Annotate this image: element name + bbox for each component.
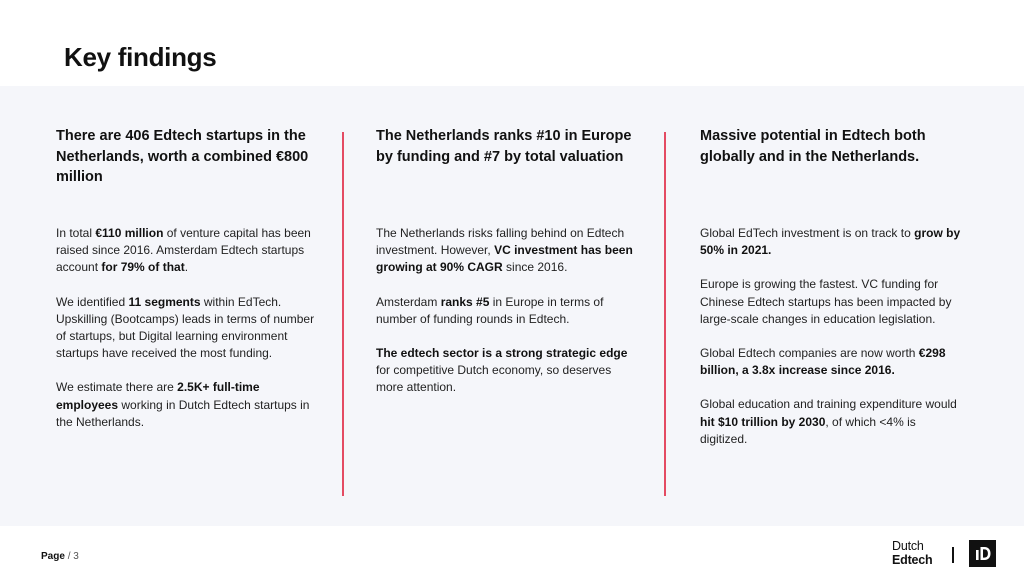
highlight-text: for 79% of that (101, 260, 185, 275)
column-heading: The Netherlands ranks #10 in Europe by f… (376, 128, 632, 165)
body-text: , of which <4% is digitized. (700, 414, 916, 446)
finding-paragraph: Global education and training expenditur… (700, 396, 964, 448)
highlight-text: 2.5K+ full-time employees (56, 380, 260, 412)
dutch-edtech-logo: Dutch Edtech (892, 539, 933, 567)
body-text: . (184, 260, 189, 275)
finding-paragraph: We identified 11 segments within EdTech.… (56, 294, 318, 363)
finding-paragraph: Global Edtech companies are now worth €2… (700, 345, 964, 379)
highlight-text: VC investment has been growing at 90% CA… (376, 243, 633, 275)
body-text: within EdTech. Upskilling (Bootcamps) le… (56, 294, 315, 361)
column-body: Global EdTech investment is on track to … (700, 225, 964, 465)
body-text: We estimate there are (56, 380, 178, 395)
column-heading: Massive potential in Edtech both globall… (700, 128, 926, 165)
column-body: The Netherlands risks falling behind on … (376, 225, 638, 414)
body-text: In total (56, 226, 96, 240)
body-text: Europe is growing the fastest. VC fundin… (700, 277, 952, 326)
logo-line-1: Dutch (892, 539, 924, 553)
content-panel (0, 86, 1024, 526)
highlight-text: ranks #5 (440, 294, 490, 309)
highlight-text: €298 billion, a 3.8x increase since 2016… (700, 346, 946, 378)
finding-paragraph: The Netherlands risks falling behind on … (376, 225, 638, 277)
finding-paragraph: In total €110 million of venture capital… (56, 225, 318, 277)
body-text: Amsterdam (376, 294, 441, 309)
body-text: Global Edtech companies are now worth (700, 346, 919, 361)
column-heading: There are 406 Edtech startups in the Net… (56, 128, 309, 185)
highlight-text: 11 segments (128, 294, 201, 309)
highlight-text: hit $10 trillion by 2030 (700, 414, 826, 429)
logo-mark-icon (969, 540, 996, 567)
page-indicator: Page / 3 (41, 551, 79, 562)
body-text: since 2016. (502, 260, 568, 275)
finding-column-ranking: The Netherlands ranks #10 in Europe by f… (376, 126, 638, 394)
column-divider (664, 132, 666, 496)
highlight-text: €110 million (95, 226, 164, 240)
logo-separator (952, 547, 954, 563)
body-text: for competitive Dutch economy, so deserv… (376, 363, 612, 395)
finding-paragraph: We estimate there are 2.5K+ full-time em… (56, 379, 318, 431)
finding-paragraph: Amsterdam ranks #5 in Europe in terms of… (376, 294, 638, 328)
finding-paragraph: Global EdTech investment is on track to … (700, 225, 964, 259)
body-text: We identified (56, 294, 129, 309)
column-body: In total €110 million of venture capital… (56, 225, 318, 448)
column-divider (342, 132, 344, 496)
page-label: Page (41, 551, 65, 562)
body-text: Global EdTech investment is on track to (700, 226, 915, 240)
body-text: Global education and training expenditur… (700, 397, 957, 412)
highlight-text: grow by 50% in 2021. (700, 226, 961, 258)
finding-column-potential: Massive potential in Edtech both globall… (700, 126, 964, 446)
page-title: Key findings (64, 42, 217, 72)
body-text: in Europe in terms of number of funding … (376, 294, 604, 326)
finding-column-startups: There are 406 Edtech startups in the Net… (56, 126, 318, 429)
body-text: of venture capital has been raised since… (56, 226, 311, 275)
highlight-text: The edtech sector is a strong strategic … (376, 346, 628, 361)
logo-line-2: Edtech (892, 552, 933, 567)
page-number: / 3 (67, 551, 79, 562)
finding-paragraph: The edtech sector is a strong strategic … (376, 345, 638, 397)
body-text: working in Dutch Edtech startups in the … (56, 397, 310, 429)
body-text: The Netherlands risks falling behind on … (376, 226, 625, 258)
finding-paragraph: Europe is growing the fastest. VC fundin… (700, 276, 964, 328)
